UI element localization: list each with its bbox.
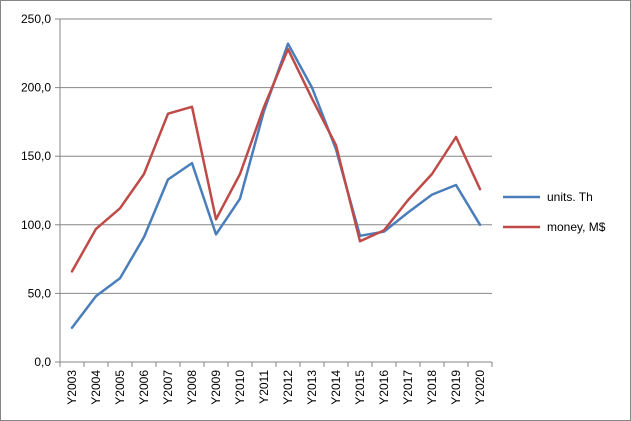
x-tick-label: Y2011 <box>257 370 271 404</box>
x-tick-label: Y2020 <box>473 370 487 405</box>
gridlines <box>60 18 492 294</box>
y-tick-label: 150,0 <box>21 149 51 163</box>
x-tick-labels: Y2003 Y2004 Y2005 Y2006 Y2007 Y2008 Y2009 Y2010… <box>65 370 487 405</box>
axes <box>55 18 493 367</box>
x-tick-label: Y2003 <box>65 370 79 405</box>
y-tick-label: 100,0 <box>21 218 51 232</box>
series-line-0 <box>70 42 482 329</box>
x-tick-label: Y2015 <box>353 370 367 405</box>
x-tick-label: Y2008 <box>185 370 199 405</box>
x-tick-label: Y2017 <box>401 370 415 405</box>
x-tick-label: Y2007 <box>161 370 175 405</box>
series-line-1 <box>70 47 482 273</box>
legend-label-0: units. Th <box>547 190 593 204</box>
legend-label-1: money, M$ <box>547 220 606 234</box>
y-tick-labels: 0,0 50,0 100,0 150,0 200,0 250,0 <box>21 12 51 369</box>
x-tick-label: Y2013 <box>305 370 319 405</box>
x-tick-label: Y2009 <box>209 370 223 405</box>
x-tick-label: Y2019 <box>449 370 463 405</box>
y-tick-label: 250,0 <box>21 12 51 26</box>
legend: units. Th money, M$ <box>503 190 606 234</box>
y-tick-label: 0,0 <box>34 355 51 369</box>
series-lines <box>70 42 482 329</box>
x-tick-label: Y2018 <box>425 370 439 405</box>
x-tick-label: Y2006 <box>137 370 151 405</box>
x-tick-label: Y2012 <box>281 370 295 405</box>
x-tick-label: Y2014 <box>329 370 343 405</box>
y-tick-label: 50,0 <box>28 286 52 300</box>
x-tick-label: Y2010 <box>233 370 247 405</box>
x-tick-label: Y2016 <box>377 370 391 405</box>
x-tick-label: Y2004 <box>89 370 103 405</box>
y-tick-label: 200,0 <box>21 81 51 95</box>
x-tick-label: Y2005 <box>113 370 127 405</box>
